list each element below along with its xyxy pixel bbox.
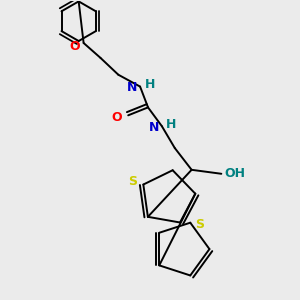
Text: OH: OH bbox=[224, 167, 245, 180]
Text: N: N bbox=[148, 121, 159, 134]
Text: O: O bbox=[112, 111, 122, 124]
Text: H: H bbox=[166, 118, 176, 131]
Text: S: S bbox=[195, 218, 204, 231]
Text: O: O bbox=[69, 40, 80, 53]
Text: H: H bbox=[145, 78, 155, 91]
Text: S: S bbox=[128, 175, 137, 188]
Text: N: N bbox=[127, 81, 137, 94]
